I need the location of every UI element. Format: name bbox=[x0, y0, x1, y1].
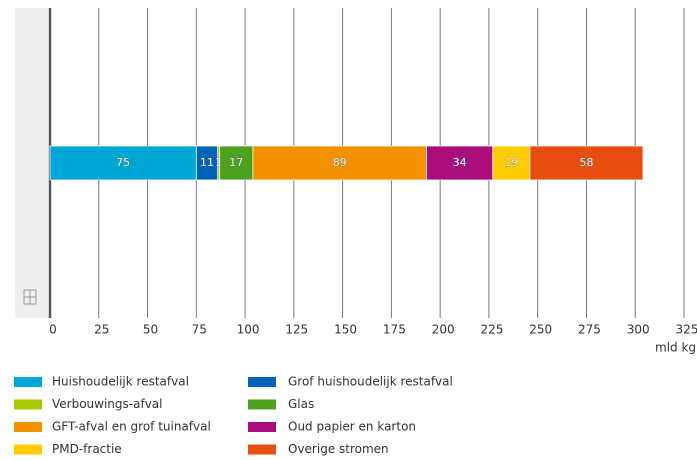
side-strip bbox=[15, 8, 48, 318]
value-label: 34 bbox=[453, 156, 467, 169]
bar-segment bbox=[219, 145, 254, 181]
x-tick-label: 150 bbox=[334, 323, 357, 337]
value-label: 17 bbox=[229, 156, 243, 169]
legend-label: GFT-afval en grof tuinafval bbox=[52, 420, 211, 434]
legend-swatch bbox=[14, 377, 42, 387]
value-label: 58 bbox=[579, 156, 593, 169]
legend-swatch bbox=[14, 444, 42, 455]
x-tick-label: 50 bbox=[143, 323, 158, 337]
x-tick-label: 325 bbox=[676, 323, 697, 337]
bar-segment bbox=[529, 145, 644, 181]
legend-label: PMD-fractie bbox=[52, 442, 122, 456]
logo bbox=[23, 289, 37, 305]
legend-swatch bbox=[14, 422, 42, 432]
bar-segment bbox=[252, 145, 427, 181]
value-label: 19 bbox=[504, 156, 518, 169]
x-tick-label: 250 bbox=[529, 323, 552, 337]
legend-label: Huishoudelijk restafval bbox=[52, 375, 189, 389]
legend-swatch bbox=[248, 377, 276, 387]
x-tick-label: 125 bbox=[285, 323, 308, 337]
legend-swatch bbox=[248, 422, 276, 432]
legend-label: Glas bbox=[288, 397, 314, 411]
value-label: 75 bbox=[116, 156, 130, 169]
legend-swatch bbox=[248, 399, 276, 410]
bar-segment bbox=[492, 145, 531, 181]
x-tick-label: 100 bbox=[237, 323, 260, 337]
x-tick-label: 275 bbox=[578, 323, 601, 337]
legend-label: Grof huishoudelijk restafval bbox=[288, 375, 453, 389]
legend-swatch bbox=[248, 444, 276, 455]
x-axis-label: mld kg bbox=[655, 341, 696, 355]
value-label: 1 bbox=[215, 156, 222, 169]
x-tick-label: 75 bbox=[192, 323, 207, 337]
x-tick-label: 0 bbox=[49, 323, 57, 337]
x-tick-label: 225 bbox=[480, 323, 503, 337]
x-tick-label: 175 bbox=[383, 323, 406, 337]
x-tick-label: 200 bbox=[432, 323, 455, 337]
value-label: 89 bbox=[333, 156, 347, 169]
legend-swatch bbox=[14, 399, 42, 410]
legend-label: Overige stromen bbox=[288, 442, 389, 456]
x-tick-label: 300 bbox=[627, 323, 650, 337]
legend-label: Verbouwings-afval bbox=[52, 397, 162, 411]
x-tick-label: 25 bbox=[94, 323, 109, 337]
value-label: 11 bbox=[200, 156, 214, 169]
bar-segment bbox=[426, 145, 494, 181]
legend-label: Oud papier en karton bbox=[288, 420, 416, 434]
